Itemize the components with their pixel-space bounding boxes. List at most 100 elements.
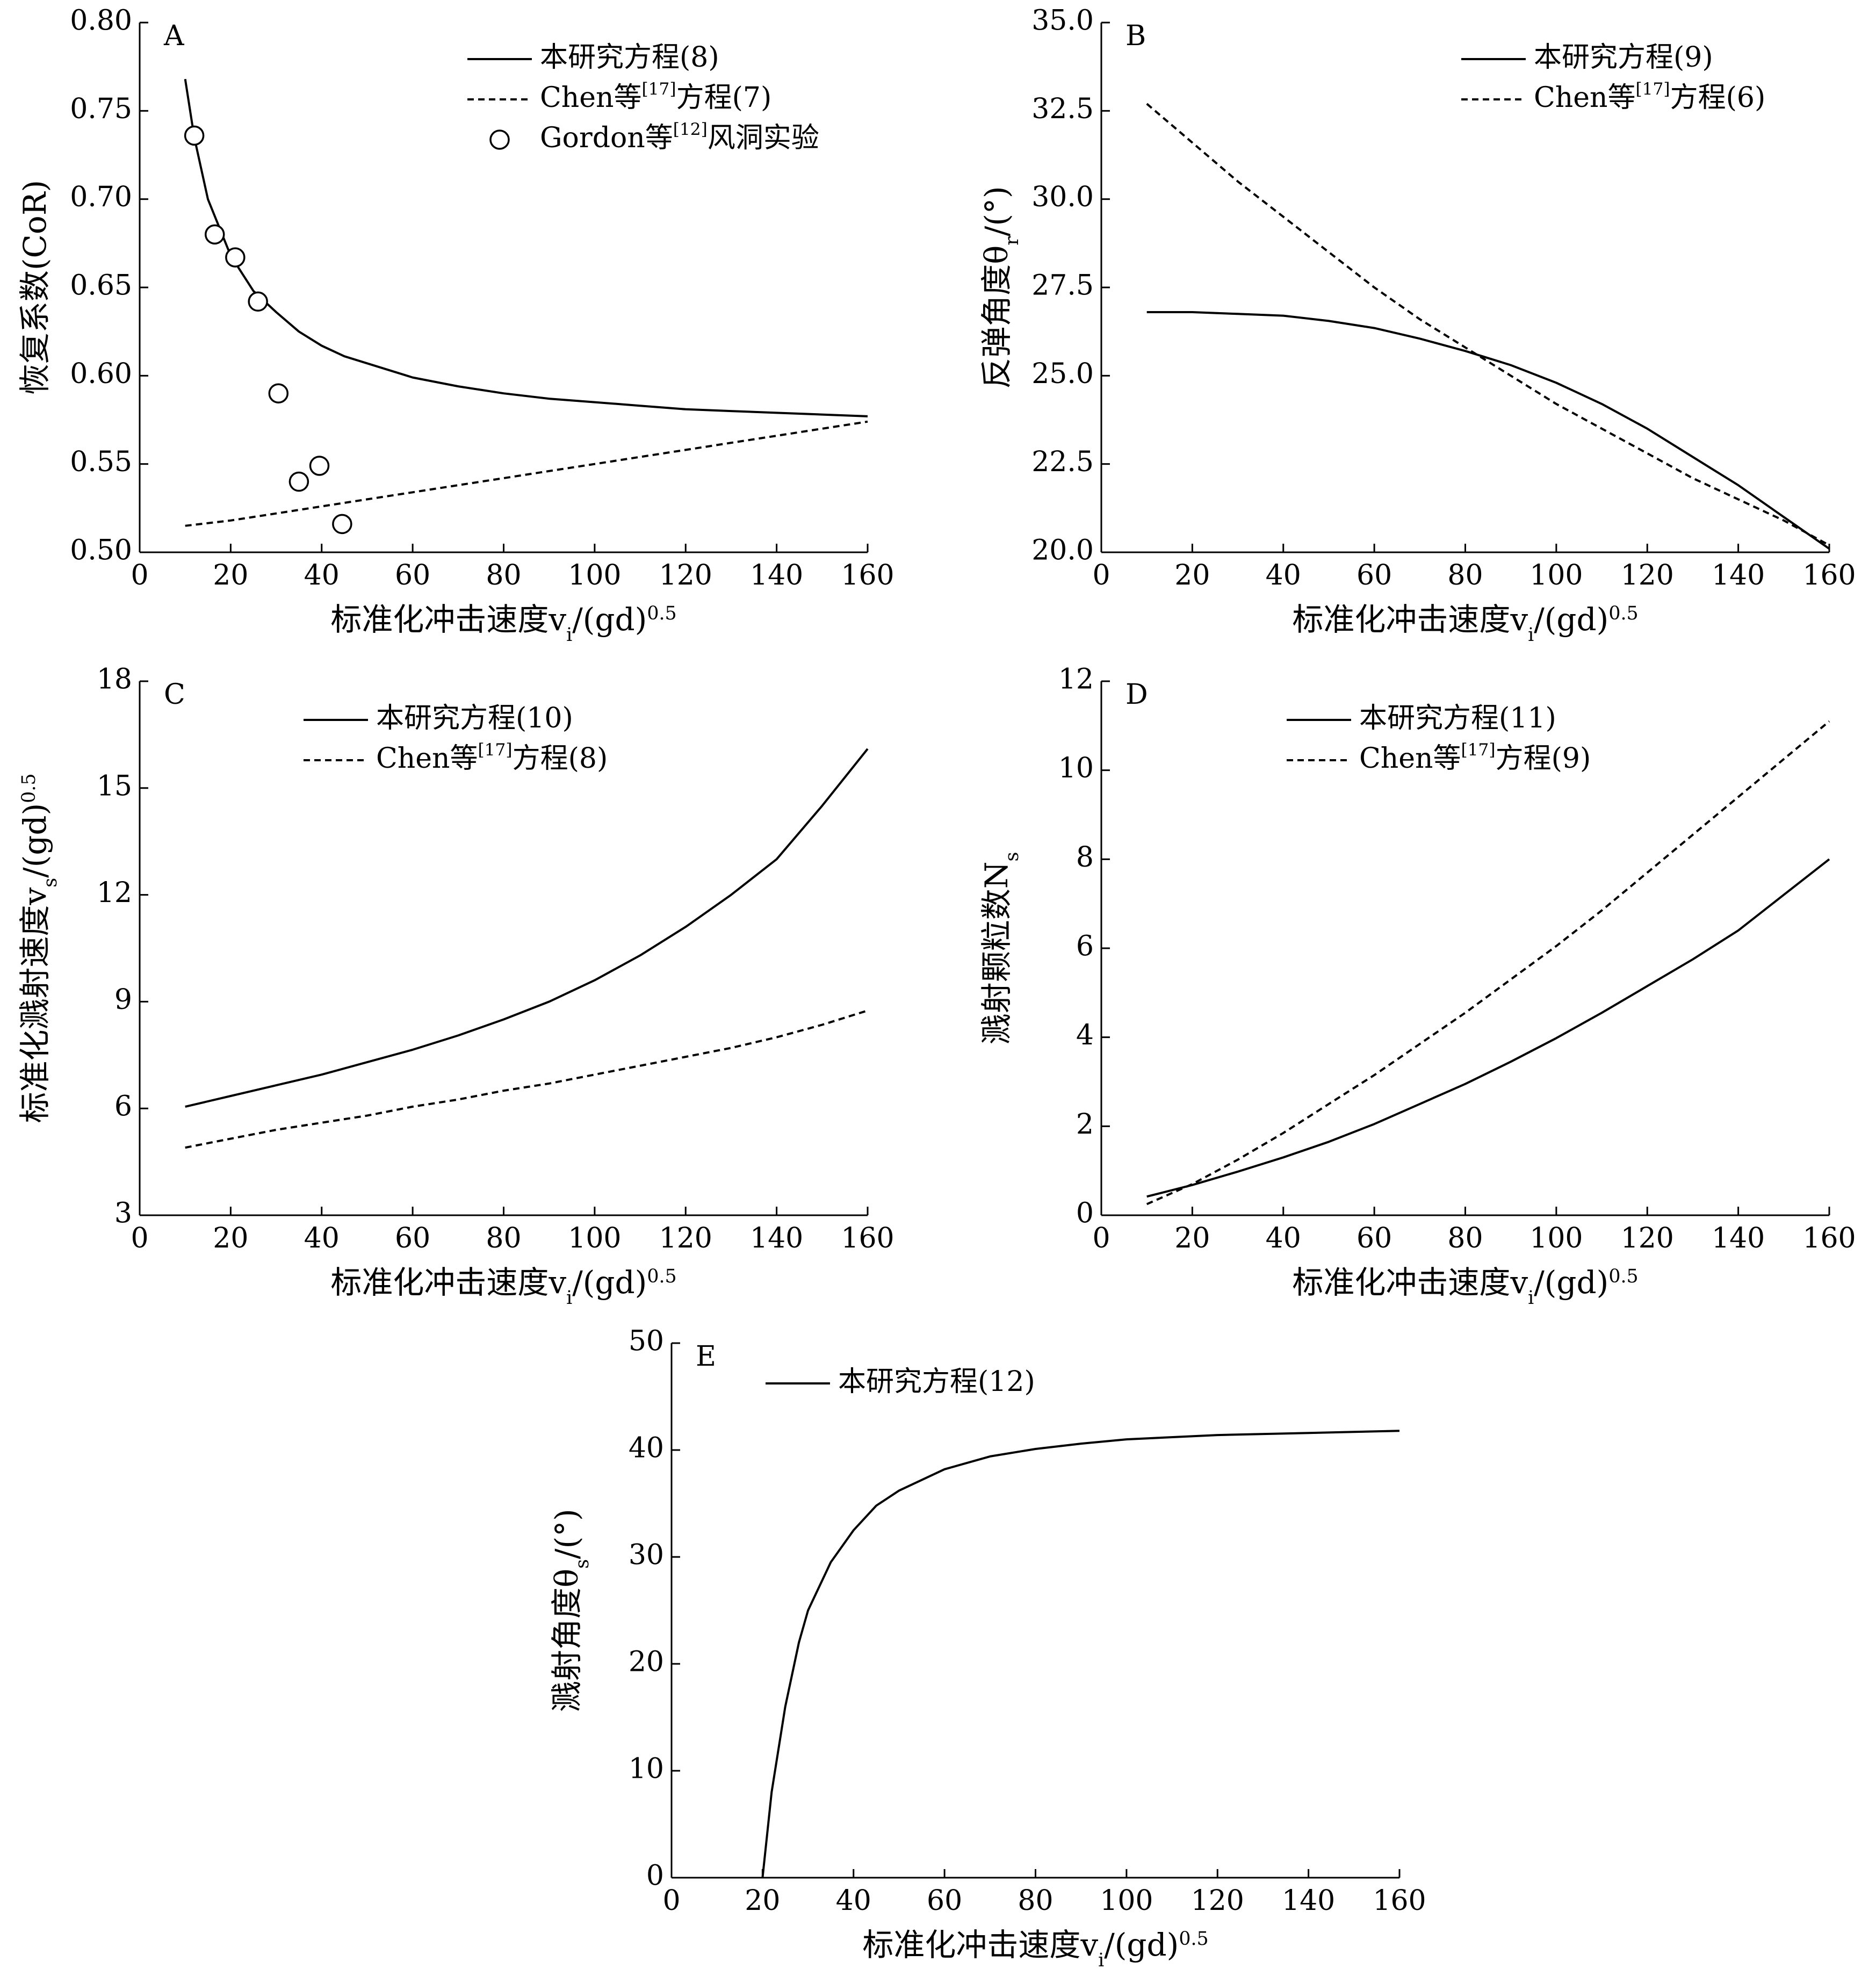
- y-tick-label: 0.65: [70, 270, 132, 302]
- y-tick-label: 0.75: [70, 93, 132, 125]
- y-axis-label: 反弹角度θr/(°): [978, 186, 1023, 388]
- x-tick-label: 80: [1447, 559, 1483, 592]
- series-line: [761, 1430, 1400, 1878]
- y-tick-label: 0.55: [70, 446, 132, 478]
- y-tick-label: 0: [1076, 1198, 1094, 1230]
- x-tick-label: 160: [1802, 1222, 1856, 1254]
- x-axis-label: 标准化冲击速度vi/(gd)0.5: [330, 1264, 676, 1309]
- y-tick-label: 32.5: [1031, 93, 1094, 125]
- x-tick-label: 120: [1191, 1885, 1244, 1917]
- x-axis-label: 标准化冲击速度vi/(gd)0.5: [1292, 1264, 1638, 1309]
- x-tick-label: 120: [1621, 559, 1674, 592]
- series-line: [1146, 103, 1830, 546]
- x-tick-label: 140: [1712, 1222, 1765, 1254]
- series-line: [1146, 720, 1830, 1206]
- panel-letter: C: [164, 679, 185, 711]
- legend-label: Chen等[17]方程(9): [1359, 740, 1591, 775]
- x-tick-label: 100: [568, 1222, 621, 1254]
- legend-label: Gordon等[12]风洞实验: [540, 120, 819, 154]
- x-tick-label: 0: [1092, 1222, 1110, 1254]
- data-point: [204, 224, 225, 245]
- series-line: [185, 420, 868, 527]
- y-axis-label: 溅射角度θs/(°): [549, 1509, 593, 1712]
- x-tick-label: 160: [1802, 559, 1856, 592]
- data-point: [309, 456, 330, 476]
- legend-item: 本研究方程(9): [1461, 41, 1713, 74]
- series-line: [185, 1009, 868, 1149]
- panel-c: 0 20 40 60 80 100 120 140 160 3 6 9 12 15 18 C 标准化冲击速度vi…: [17, 664, 894, 1309]
- y-tick-label: 12: [1058, 664, 1094, 696]
- data-point: [184, 125, 205, 146]
- y-tick-label: 27.5: [1031, 270, 1094, 302]
- y-tick-label: 25.0: [1031, 358, 1094, 390]
- x-tick-label: 160: [841, 559, 894, 592]
- x-tick-label: 80: [486, 559, 521, 592]
- legend-marker: [489, 129, 510, 150]
- data-point: [268, 383, 289, 403]
- x-axis-label: 标准化冲击速度vi/(gd)0.5: [1292, 601, 1638, 646]
- legend-label: Chen等[17]方程(7): [540, 80, 771, 114]
- x-tick-label: 140: [1712, 559, 1765, 592]
- y-tick-label: 0.60: [70, 358, 132, 390]
- series-line: [1146, 311, 1830, 550]
- panel-d: 0 20 40 60 80 100 120 140 160 0 2 4 6 8 10 12 D 标准化冲击速度vi…: [978, 664, 1856, 1309]
- legend-item: Chen等[17]方程(9): [1287, 740, 1591, 775]
- legend-label: 本研究方程(8): [540, 41, 719, 74]
- y-tick-label: 3: [114, 1198, 132, 1230]
- y-tick-label: 0.50: [70, 535, 132, 567]
- y-tick-label: 4: [1076, 1019, 1094, 1051]
- x-tick-label: 100: [568, 559, 621, 592]
- x-tick-label: 40: [836, 1885, 871, 1917]
- y-tick-label: 8: [1076, 841, 1094, 874]
- x-tick-label: 140: [1282, 1885, 1335, 1917]
- x-tick-label: 160: [1373, 1885, 1426, 1917]
- y-tick-label: 0: [646, 1860, 664, 1892]
- y-tick-label: 15: [97, 770, 132, 802]
- data-point: [288, 471, 309, 492]
- x-tick-label: 120: [659, 559, 712, 592]
- y-tick-label: 35.0: [1031, 5, 1094, 37]
- x-tick-label: 100: [1529, 1222, 1583, 1254]
- x-tick-label: 160: [841, 1222, 894, 1254]
- x-tick-label: 40: [1266, 559, 1301, 592]
- data-point: [225, 247, 246, 268]
- y-tick-label: 30.0: [1031, 181, 1094, 213]
- x-tick-label: 20: [1174, 559, 1210, 592]
- y-tick-label: 20.0: [1031, 535, 1094, 567]
- x-tick-label: 60: [395, 1222, 430, 1254]
- series-line: [184, 78, 868, 417]
- legend-label: 本研究方程(9): [1534, 41, 1713, 74]
- y-tick-label: 22.5: [1031, 446, 1094, 478]
- x-tick-label: 80: [486, 1222, 521, 1254]
- y-axis-label: 标准化溅射速度vs/(gd)0.5: [17, 773, 61, 1123]
- legend-label: 本研究方程(10): [376, 702, 573, 734]
- legend-item: Gordon等[12]风洞实验: [489, 120, 819, 154]
- legend-item: Chen等[17]方程(6): [1461, 80, 1765, 114]
- x-tick-label: 0: [131, 559, 148, 592]
- y-tick-label: 9: [114, 984, 132, 1016]
- x-tick-label: 20: [745, 1885, 780, 1917]
- panel-a: 0 20 40 60 80 100 120 140 160 0.50 0.55 0.60 0.65 0.7…: [17, 5, 894, 646]
- x-tick-label: 100: [1100, 1885, 1153, 1917]
- x-tick-label: 100: [1529, 559, 1583, 592]
- x-tick-label: 0: [131, 1222, 148, 1254]
- y-tick-label: 40: [629, 1432, 664, 1465]
- x-tick-label: 60: [1357, 559, 1392, 592]
- series-line: [1146, 858, 1830, 1198]
- y-tick-label: 10: [629, 1753, 664, 1785]
- panel-letter: B: [1125, 20, 1146, 52]
- x-tick-label: 140: [750, 1222, 803, 1254]
- legend-item: Chen等[17]方程(7): [467, 80, 771, 114]
- x-tick-label: 80: [1447, 1222, 1483, 1254]
- x-tick-label: 40: [304, 1222, 340, 1254]
- x-tick-label: 60: [927, 1885, 962, 1917]
- x-tick-label: 60: [395, 559, 430, 592]
- y-tick-label: 0.80: [70, 5, 132, 37]
- x-tick-label: 120: [659, 1222, 712, 1254]
- y-tick-label: 0.70: [70, 181, 132, 213]
- panel-letter: A: [163, 20, 185, 52]
- legend-label: 本研究方程(12): [838, 1366, 1035, 1398]
- x-tick-label: 80: [1018, 1885, 1053, 1917]
- panel-letter: E: [696, 1340, 716, 1373]
